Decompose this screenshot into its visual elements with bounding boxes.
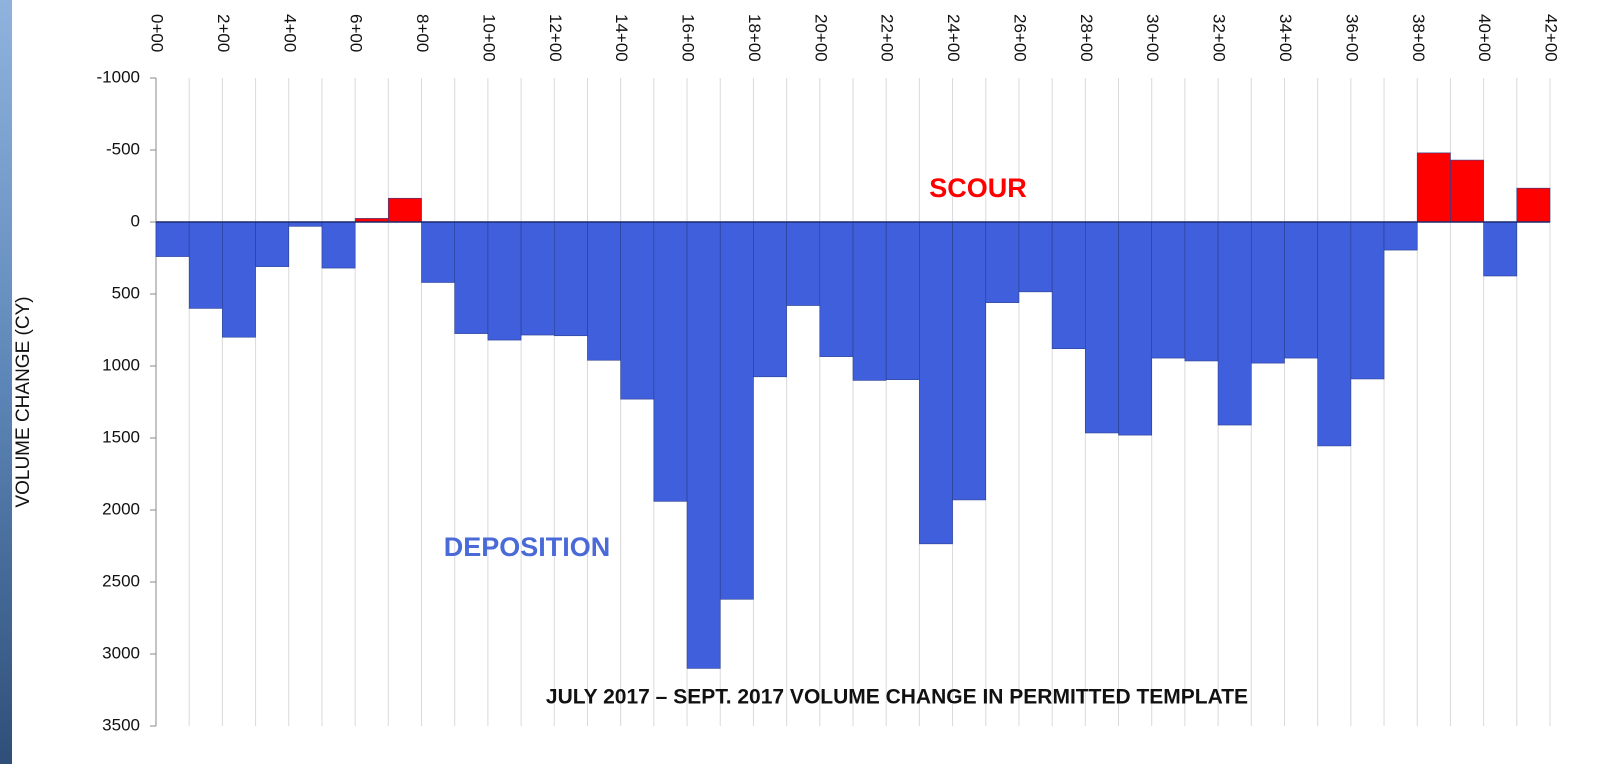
bar — [255, 221, 290, 267]
x-tick-label: 32+00 — [1210, 14, 1229, 62]
bar — [321, 221, 356, 269]
x-tick-label: 6+00 — [347, 14, 366, 52]
y-tick-label: 2500 — [102, 571, 140, 590]
bar — [1051, 221, 1086, 350]
y-tick-label: 500 — [112, 283, 140, 302]
x-tick-label: 18+00 — [745, 14, 764, 62]
bar — [686, 221, 721, 669]
bar — [985, 221, 1020, 303]
bar — [222, 221, 256, 338]
bar — [1217, 221, 1252, 426]
bar — [155, 221, 190, 257]
bar — [487, 221, 522, 341]
x-tick-label: 40+00 — [1475, 14, 1494, 62]
x-tick-label: 14+00 — [612, 14, 631, 62]
bar — [919, 221, 953, 545]
background-strip — [0, 0, 12, 764]
x-tick-label: 42+00 — [1542, 14, 1561, 62]
bar — [553, 221, 588, 337]
bar — [1085, 221, 1119, 434]
bar — [1184, 221, 1219, 362]
bar — [454, 221, 489, 334]
y-tick-label: -500 — [106, 139, 140, 158]
bar — [1151, 221, 1186, 359]
x-tick-label: 2+00 — [214, 14, 233, 52]
x-tick-label: 30+00 — [1143, 14, 1162, 62]
bar — [388, 197, 422, 223]
bar — [1018, 221, 1053, 293]
bar — [520, 221, 555, 336]
bar — [819, 221, 854, 357]
y-tick-label: 3000 — [102, 643, 140, 662]
x-tick-label: 4+00 — [280, 14, 299, 52]
bar — [753, 221, 787, 378]
x-tick-label: 36+00 — [1342, 14, 1361, 62]
bar — [1118, 221, 1153, 436]
bar — [1317, 221, 1352, 447]
x-tick-label: 34+00 — [1276, 14, 1295, 62]
x-tick-label: 0+00 — [148, 14, 167, 52]
bar — [1383, 221, 1418, 251]
chart-title: JULY 2017 – SEPT. 2017 VOLUME CHANGE IN … — [546, 686, 1248, 709]
bar — [620, 221, 655, 400]
x-tick-label: 10+00 — [479, 14, 498, 62]
y-tick-label: 1500 — [102, 427, 140, 446]
x-tick-label: 26+00 — [1010, 14, 1029, 62]
bar — [885, 221, 920, 380]
bar — [786, 221, 821, 306]
x-tick-label: 38+00 — [1409, 14, 1428, 62]
bar — [1284, 221, 1318, 359]
annotation: SCOUR — [929, 173, 1027, 203]
y-tick-label: 3500 — [102, 715, 140, 734]
bar — [952, 221, 987, 501]
bar — [188, 221, 223, 309]
x-tick-label: 8+00 — [413, 14, 432, 52]
x-tick-label: 16+00 — [679, 14, 698, 62]
bar — [852, 221, 887, 381]
bar — [1483, 221, 1518, 277]
bar — [587, 221, 621, 361]
x-tick-label: 28+00 — [1077, 14, 1096, 62]
bar — [653, 221, 688, 502]
x-tick-label: 22+00 — [878, 14, 897, 62]
bar — [421, 221, 456, 283]
y-tick-label: -1000 — [97, 67, 140, 86]
y-axis-label: VOLUME CHANGE (CY) — [13, 296, 34, 507]
annotation: DEPOSITION — [444, 532, 611, 562]
bar — [1350, 221, 1385, 380]
y-tick-label: 1000 — [102, 355, 140, 374]
bar — [1450, 159, 1484, 223]
x-tick-label: 12+00 — [546, 14, 565, 62]
bar — [719, 221, 754, 600]
bar — [1250, 221, 1285, 364]
bar — [1516, 187, 1551, 223]
y-tick-label: 0 — [131, 211, 140, 230]
bar — [1416, 152, 1451, 223]
x-tick-label: 24+00 — [944, 14, 963, 62]
x-tick-label: 20+00 — [811, 14, 830, 62]
y-tick-label: 2000 — [102, 499, 140, 518]
